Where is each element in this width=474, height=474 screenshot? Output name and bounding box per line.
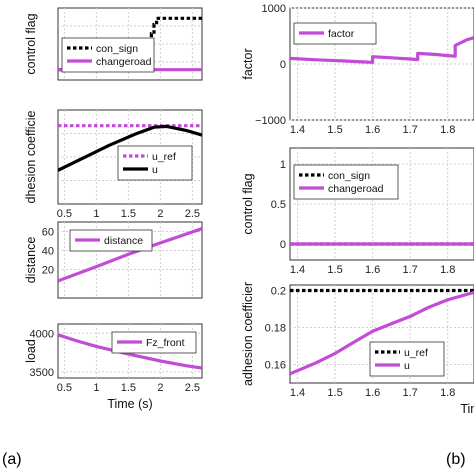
y-tick-label: 0.2 <box>271 286 286 298</box>
x-tick-label: 1.5 <box>327 387 342 399</box>
x-tick-label: 2.5 <box>185 382 200 394</box>
x-tick-label: 1.5 <box>121 208 136 220</box>
x-tick-label: 1.8 <box>440 264 455 276</box>
legend-label-changeroad: changeroad <box>96 56 152 68</box>
x-tick-label: 1.8 <box>440 124 455 136</box>
x-tick-label: 1 <box>93 382 99 394</box>
series-line-u <box>290 290 474 376</box>
y-axis-label: control flag <box>24 13 38 74</box>
y-tick-label: −1000 <box>255 115 286 127</box>
caption-b: (b) <box>446 451 466 468</box>
y-tick-label: 0.16 <box>265 360 286 372</box>
legend-label-con_sign: con_sign <box>96 43 138 55</box>
x-tick-label: 2.5 <box>185 208 200 220</box>
panel-6: 1.4 1.5 1.6 1.7 1.8 1 0.5 0 control flag con_sign… <box>241 147 474 276</box>
y-axis-label: factor <box>241 48 255 79</box>
y-tick-label: 0 <box>280 59 286 71</box>
x-tick-label: 1.7 <box>403 387 418 399</box>
legend-label-Fz_front: Fz_front <box>146 337 185 349</box>
y-axis-label: adhesion coefficier <box>241 282 255 386</box>
panel-7: 1.4 1.5 1.6 1.7 1.8 0.2 0.18 0.16 adhesion coeff… <box>241 282 474 416</box>
x-tick-label: 1 <box>93 208 99 220</box>
x-tick-label: 1.7 <box>403 124 418 136</box>
x-tick-label: 1.5 <box>121 382 136 394</box>
y-tick-label: 1 <box>280 159 286 171</box>
series-line-u <box>58 124 202 172</box>
y-tick-label: 0.5 <box>271 199 286 211</box>
x-tick-label: 1.4 <box>290 124 305 136</box>
series-line-factor <box>290 36 474 64</box>
x-tick-label: 1.6 <box>365 124 380 136</box>
y-tick-label: 4000 <box>30 328 54 340</box>
x-tick-label: 2 <box>157 382 163 394</box>
x-tick-label: 1.7 <box>403 264 418 276</box>
legend: factor <box>293 22 377 45</box>
y-tick-label: 40 <box>42 246 54 258</box>
panel-5: 1.4 1.5 1.6 1.7 1.8 1000 0 −1000 factor factor <box>241 3 474 136</box>
x-tick-label: 1.8 <box>440 387 455 399</box>
legend: distance <box>69 229 153 252</box>
x-tick-label: 1.6 <box>365 264 380 276</box>
y-tick-label: 3500 <box>30 367 54 379</box>
x-tick-label: 1.4 <box>290 387 305 399</box>
legend-label-u_ref: u_ref <box>152 151 176 163</box>
y-tick-label: 0.18 <box>265 323 286 335</box>
x-tick-label: 1.4 <box>290 264 305 276</box>
x-tick-label: 1.6 <box>365 387 380 399</box>
y-axis-label: distance <box>24 237 38 284</box>
panel-3: 20 40 60 distance distance <box>24 221 203 299</box>
caption-a: (a) <box>2 451 22 468</box>
x-tick-label: 2 <box>157 208 163 220</box>
y-tick-label: 0 <box>280 239 286 251</box>
legend-label-con_sign: con_sign <box>328 170 370 182</box>
y-axis-label: load <box>24 339 38 363</box>
legend-label-u: u <box>404 360 410 372</box>
x-tick-label: 1.5 <box>327 264 342 276</box>
legend-label-u_ref: u_ref <box>404 347 428 359</box>
x-tick-label: 0.5 <box>57 208 72 220</box>
legend-label-factor: factor <box>328 28 355 40</box>
y-tick-label: 20 <box>42 265 54 277</box>
x-axis-label: Time <box>460 402 474 416</box>
series-line-Fz_front <box>58 333 202 370</box>
legend-label-u: u <box>152 164 158 176</box>
legend: Fz_front <box>111 331 197 354</box>
x-tick-label: 1.5 <box>327 124 342 136</box>
legend-label-changeroad: changeroad <box>328 183 384 195</box>
y-tick-label: 1000 <box>262 3 286 15</box>
y-axis-label: control flag <box>241 173 255 234</box>
legend-label-distance: distance <box>104 235 143 247</box>
series-line-distance <box>58 227 202 283</box>
y-axis-label: dhesion coefficie <box>24 111 38 204</box>
y-tick-label: 60 <box>42 227 54 239</box>
x-axis-label: Time (s) <box>107 397 152 411</box>
x-tick-label: 0.5 <box>57 382 72 394</box>
